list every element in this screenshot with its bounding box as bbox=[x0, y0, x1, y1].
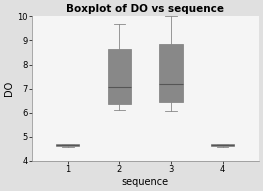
PathPatch shape bbox=[211, 144, 234, 146]
X-axis label: sequence: sequence bbox=[122, 177, 169, 187]
Title: Boxplot of DO vs sequence: Boxplot of DO vs sequence bbox=[66, 4, 224, 14]
Y-axis label: DO: DO bbox=[4, 81, 14, 96]
PathPatch shape bbox=[159, 44, 183, 102]
PathPatch shape bbox=[56, 144, 79, 146]
PathPatch shape bbox=[108, 49, 131, 104]
